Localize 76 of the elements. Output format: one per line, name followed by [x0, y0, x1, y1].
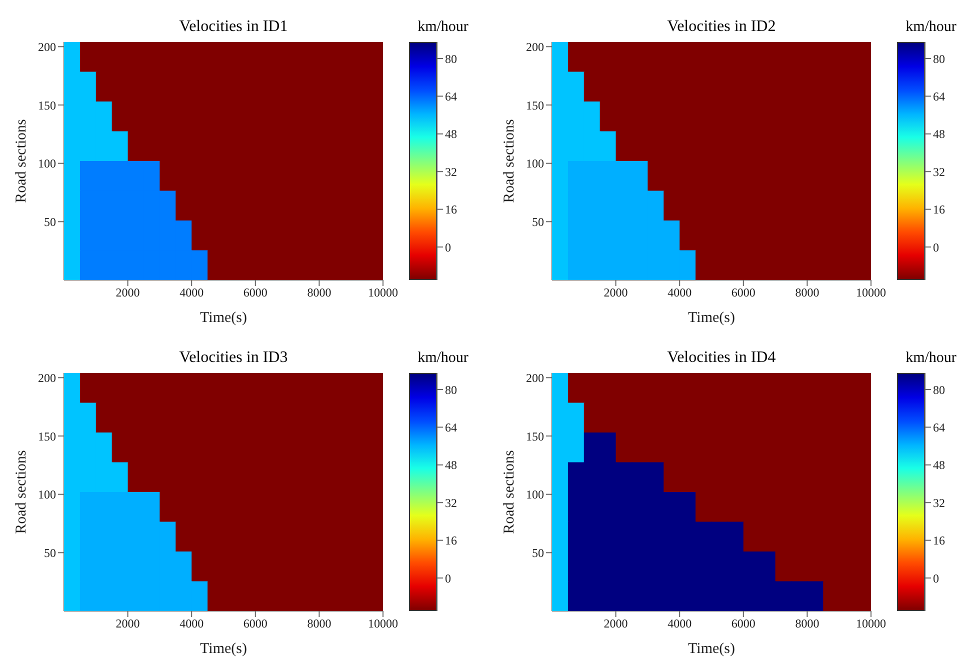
y-axis-title: Road sections [501, 118, 518, 203]
x-tick-label: 8000 [795, 616, 820, 631]
y-axis-title: Road sections [13, 450, 30, 534]
color-bar-label: 32 [933, 164, 945, 179]
y-tick-label: 100 [38, 156, 56, 171]
color-bar-label: 32 [933, 496, 945, 510]
color-bar-label: 0 [445, 571, 451, 586]
color-bar-label: 80 [933, 52, 945, 66]
x-tick-label: 4000 [180, 286, 204, 300]
color-bar-title: km/hour [904, 350, 958, 367]
chart-title: Velocities in ID3 [178, 349, 289, 367]
color-bar-label: 0 [933, 571, 939, 586]
y-tick-label: 200 [38, 40, 56, 54]
y-tick-label: 200 [38, 370, 56, 385]
x-tick-label: 8000 [795, 286, 820, 300]
y-tick-label: 150 [38, 98, 56, 112]
color-bar-label: 64 [445, 420, 457, 434]
color-bar-label: 16 [933, 202, 945, 217]
y-tick-label: 150 [38, 429, 56, 444]
y-tick-label: 50 [532, 214, 544, 229]
x-tick-label: 2000 [604, 616, 628, 631]
chart-title: Velocities in ID2 [666, 18, 777, 36]
y-tick-label: 50 [532, 546, 544, 560]
color-bar-label: 48 [445, 458, 457, 472]
y-axis-title: Road sections [501, 450, 518, 534]
color-bar-label: 16 [445, 534, 457, 548]
chart-title: Velocities in ID1 [178, 18, 289, 36]
color-bar-label: 0 [933, 240, 939, 254]
x-tick-label: 10000 [368, 616, 398, 631]
y-tick-label: 200 [526, 40, 544, 54]
x-axis-title: Time(s) [688, 310, 735, 326]
color-bar-title: km/hour [416, 19, 470, 36]
x-tick-label: 2000 [116, 616, 140, 631]
color-bar-label: 80 [933, 382, 945, 397]
x-tick-label: 6000 [731, 286, 756, 300]
color-bar-label: 0 [445, 240, 451, 254]
x-tick-label: 4000 [668, 286, 692, 300]
y-tick-label: 100 [38, 488, 56, 502]
x-tick-label: 10000 [368, 286, 398, 300]
color-bar-title: km/hour [904, 19, 958, 36]
chart-title: Velocities in ID4 [666, 349, 777, 367]
y-tick-label: 150 [526, 98, 544, 112]
y-tick-label: 100 [526, 488, 544, 502]
color-bar-title: km/hour [416, 350, 470, 367]
x-tick-label: 2000 [116, 286, 140, 300]
color-bar-label: 16 [445, 202, 457, 217]
y-tick-label: 200 [526, 370, 544, 385]
color-bar-label: 48 [445, 127, 457, 142]
color-bar-label: 48 [933, 458, 945, 472]
color-bar-label: 64 [445, 89, 457, 104]
color-bar-label: 64 [933, 420, 945, 434]
x-tick-label: 6000 [243, 616, 268, 631]
color-bar-label: 80 [445, 382, 457, 397]
x-tick-label: 2000 [604, 286, 628, 300]
y-tick-label: 100 [526, 156, 544, 171]
x-tick-label: 8000 [307, 616, 332, 631]
y-axis-title: Road sections [13, 118, 30, 203]
x-tick-label: 6000 [731, 616, 756, 631]
x-tick-label: 10000 [856, 616, 886, 631]
color-bar-label: 32 [445, 496, 457, 510]
x-axis-title: Time(s) [200, 641, 247, 657]
x-axis-title: Time(s) [200, 310, 247, 326]
x-axis-title: Time(s) [688, 641, 735, 657]
color-bar-label: 48 [933, 127, 945, 142]
color-bar-label: 32 [445, 164, 457, 179]
y-tick-label: 50 [44, 214, 56, 229]
color-bar-label: 16 [933, 534, 945, 548]
x-tick-label: 10000 [856, 286, 886, 300]
x-tick-label: 4000 [180, 616, 204, 631]
color-bar-label: 64 [933, 89, 945, 104]
y-tick-label: 150 [526, 429, 544, 444]
x-tick-label: 4000 [668, 616, 692, 631]
y-tick-label: 50 [44, 546, 56, 560]
x-tick-label: 6000 [243, 286, 268, 300]
x-tick-label: 8000 [307, 286, 332, 300]
color-bar-label: 80 [445, 52, 457, 66]
